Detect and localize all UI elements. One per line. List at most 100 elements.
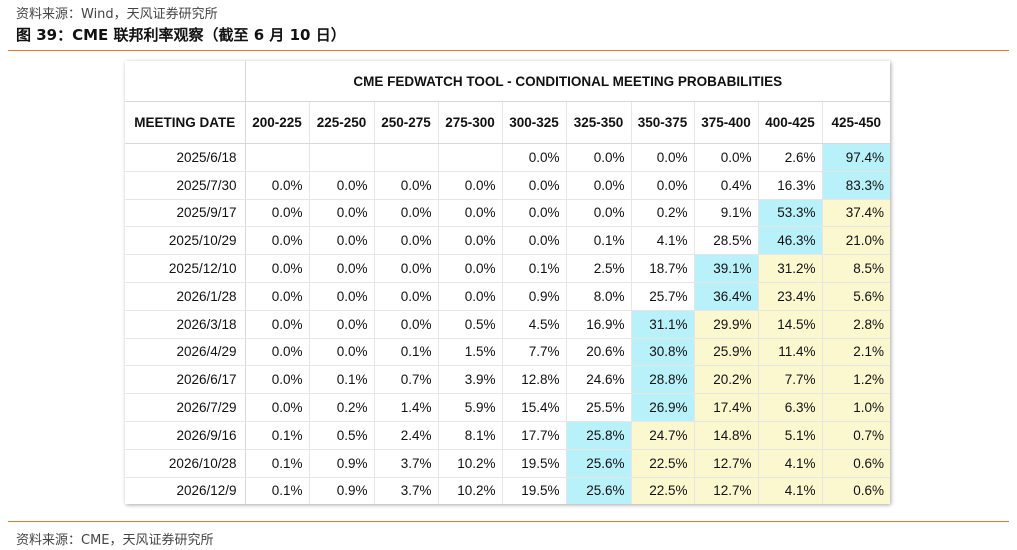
probability-cell: 17.7%	[502, 421, 567, 450]
probability-cell: 3.7%	[374, 477, 439, 505]
table-row: 2026/7/29 0.0% 0.2% 1.4% 5.9% 15.4% 25.5% 26.9%…	[125, 393, 891, 422]
probability-cell: 25.5%	[566, 393, 632, 422]
probability-cell: 1.4%	[374, 393, 439, 422]
probability-cell: 17.4%	[694, 393, 759, 422]
probability-cell: 0.1%	[502, 254, 567, 283]
probability-cell: 0.6%	[822, 449, 891, 478]
probability-cell: 5.1%	[758, 421, 823, 450]
probability-cell: 0.0%	[374, 282, 439, 311]
probability-cell: 0.0%	[309, 171, 375, 200]
bottom-divider	[8, 521, 1009, 522]
rate-range-header: 200-225	[245, 101, 310, 144]
source-note-top: 资料来源：Wind，天风证券研究所	[16, 7, 218, 22]
probability-cell: 20.2%	[694, 365, 759, 395]
probability-cell: 2.6%	[758, 143, 823, 172]
probability-cell: 0.0%	[502, 199, 567, 228]
probability-cell: 16.3%	[758, 171, 823, 200]
probability-cell: 83.3%	[822, 171, 891, 200]
rate-range-header: 425-450	[822, 101, 891, 144]
probability-cell: 97.4%	[822, 143, 891, 172]
probability-cell: 0.0%	[245, 226, 310, 256]
probability-cell: 0.0%	[438, 254, 503, 283]
probability-cell	[374, 143, 439, 172]
probability-cell: 0.4%	[694, 171, 759, 200]
probability-cell: 2.8%	[822, 310, 891, 339]
fedwatch-probability-table: CME FEDWATCH TOOL - CONDITIONAL MEETING …	[125, 61, 891, 505]
probability-cell: 4.1%	[758, 477, 823, 505]
probability-cell: 0.0%	[309, 199, 375, 228]
probability-cell: 16.9%	[566, 310, 632, 339]
meeting-date-header: MEETING DATE	[125, 101, 246, 144]
probability-cell: 12.7%	[694, 449, 759, 478]
probability-cell: 4.5%	[502, 310, 567, 339]
probability-cell: 53.3%	[758, 199, 823, 228]
probability-cell: 4.1%	[631, 226, 695, 256]
probability-cell: 0.0%	[374, 171, 439, 200]
probability-cell: 0.0%	[245, 199, 310, 228]
rate-range-header: 275-300	[438, 101, 503, 144]
probability-cell: 36.4%	[694, 282, 759, 311]
probability-cell: 0.0%	[438, 199, 503, 228]
probability-cell: 0.0%	[438, 171, 503, 200]
meeting-date-cell: 2026/1/28	[125, 282, 246, 311]
probability-cell	[438, 143, 503, 172]
table-row: 2026/6/17 0.0% 0.1% 0.7% 3.9% 12.8% 24.6% 28.8%…	[125, 365, 891, 395]
probability-cell: 15.4%	[502, 393, 567, 422]
probability-cell: 0.9%	[309, 449, 375, 478]
probability-cell: 25.9%	[694, 338, 759, 367]
table-row: 2025/12/10 0.0% 0.0% 0.0% 0.0% 0.1% 2.5% 18.7% 3…	[125, 254, 891, 283]
probability-cell: 14.8%	[694, 421, 759, 450]
probability-cell: 0.0%	[566, 143, 632, 172]
probability-cell: 0.0%	[245, 365, 310, 395]
probability-cell: 0.2%	[631, 199, 695, 228]
probability-cell: 5.9%	[438, 393, 503, 422]
table-row: 2026/10/28 0.1% 0.9% 3.7% 10.2% 19.5% 25.6% 22.…	[125, 449, 891, 478]
probability-cell: 0.7%	[822, 421, 891, 450]
probability-cell: 2.1%	[822, 338, 891, 367]
probability-cell: 0.0%	[245, 282, 310, 311]
meeting-date-cell: 2025/10/29	[125, 226, 246, 256]
probability-cell: 2.4%	[374, 421, 439, 450]
probability-cell: 25.6%	[566, 477, 632, 505]
probability-cell: 0.9%	[502, 282, 567, 311]
table-row: 2026/4/29 0.0% 0.0% 0.1% 1.5% 7.7% 20.6% 30.8% 2…	[125, 338, 891, 367]
table-row: 2025/7/30 0.0% 0.0% 0.0% 0.0% 0.0% 0.0% 0.0% 0.4…	[125, 171, 891, 200]
probability-cell: 24.7%	[631, 421, 695, 450]
probability-cell: 0.2%	[309, 393, 375, 422]
probability-cell: 0.0%	[245, 171, 310, 200]
fedwatch-table-container: CME FEDWATCH TOOL - CONDITIONAL MEETING …	[125, 61, 891, 505]
probability-cell: 3.7%	[374, 449, 439, 478]
probability-cell: 10.2%	[438, 449, 503, 478]
rate-range-header: 350-375	[631, 101, 695, 144]
probability-cell	[309, 143, 375, 172]
rate-range-header: 400-425	[758, 101, 823, 144]
probability-cell: 0.0%	[374, 254, 439, 283]
probability-cell: 12.7%	[694, 477, 759, 505]
meeting-date-cell: 2025/6/18	[125, 143, 246, 172]
probability-cell: 1.0%	[822, 393, 891, 422]
probability-cell: 14.5%	[758, 310, 823, 339]
meeting-date-cell: 2026/12/9	[125, 477, 246, 505]
probability-cell: 0.0%	[309, 338, 375, 367]
probability-cell: 0.0%	[502, 143, 567, 172]
meeting-date-cell: 2026/6/17	[125, 365, 246, 395]
meeting-date-cell: 2025/12/10	[125, 254, 246, 283]
probability-cell: 1.5%	[438, 338, 503, 367]
probability-cell: 19.5%	[502, 449, 567, 478]
meeting-date-cell: 2026/7/29	[125, 393, 246, 422]
meeting-date-cell: 2025/9/17	[125, 199, 246, 228]
source-note-bottom: 资料来源：CME，天风证券研究所	[16, 533, 214, 548]
probability-cell: 22.5%	[631, 449, 695, 478]
probability-cell: 0.0%	[438, 282, 503, 311]
probability-cell: 0.0%	[309, 226, 375, 256]
probability-cell: 39.1%	[694, 254, 759, 283]
probability-cell: 0.0%	[374, 310, 439, 339]
probability-cell: 0.1%	[245, 477, 310, 505]
probability-cell: 21.0%	[822, 226, 891, 256]
probability-cell: 18.7%	[631, 254, 695, 283]
table-body: 2025/6/18 0.0% 0.0% 0.0% 0.0% 2.6% 97.4% 2025/7…	[125, 143, 891, 505]
probability-cell: 6.3%	[758, 393, 823, 422]
probability-cell: 20.6%	[566, 338, 632, 367]
probability-cell: 23.4%	[758, 282, 823, 311]
probability-cell: 0.1%	[245, 421, 310, 450]
